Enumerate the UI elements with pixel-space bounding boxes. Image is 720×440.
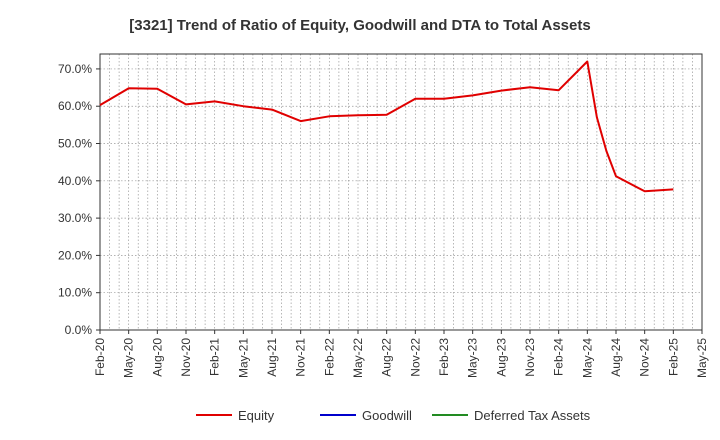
legend-label-goodwill: Goodwill (362, 408, 412, 423)
x-tick-label: Feb-25 (666, 338, 680, 376)
grid-layer (99, 54, 703, 331)
x-tick-label: Nov-21 (294, 338, 308, 377)
x-tick-label: Feb-23 (437, 338, 451, 376)
x-tick-label: Nov-23 (523, 338, 537, 377)
x-tick-label: May-23 (466, 338, 480, 378)
x-tick-label: Aug-24 (609, 338, 623, 377)
x-tick-label: Feb-22 (322, 338, 336, 376)
x-tick-label: May-25 (695, 338, 709, 378)
x-tick-label: Aug-20 (150, 338, 164, 377)
x-tick-label: Aug-23 (494, 338, 508, 377)
y-tick-label: 70.0% (58, 62, 92, 76)
y-tick-label: 0.0% (65, 323, 93, 337)
x-tick-label: May-21 (236, 338, 250, 378)
x-tick-label: May-22 (351, 338, 365, 378)
y-tick-label: 10.0% (58, 286, 92, 300)
x-tick-label: Feb-20 (93, 338, 107, 376)
x-tick-label: May-20 (122, 338, 136, 378)
y-tick-label: 20.0% (58, 248, 92, 262)
y-tick-label: 40.0% (58, 174, 92, 188)
x-tick-label: Aug-21 (265, 338, 279, 377)
x-tick-label: Nov-22 (408, 338, 422, 377)
y-tick-label: 60.0% (58, 99, 92, 113)
x-tick-label: Nov-24 (638, 338, 652, 377)
x-tick-label: Nov-20 (179, 338, 193, 377)
x-tick-label: Feb-24 (552, 338, 566, 376)
legend-label-deferred-tax-assets: Deferred Tax Assets (474, 408, 591, 423)
plot-area-frame (99, 53, 703, 331)
x-tick-label: Feb-21 (208, 338, 222, 376)
chart-title: [3321] Trend of Ratio of Equity, Goodwil… (129, 17, 590, 34)
x-tick-label: May-24 (580, 338, 594, 378)
series-line-equity (99, 60, 674, 193)
y-tick-label: 30.0% (58, 211, 92, 225)
series-layer (99, 60, 674, 193)
legend: Equity Goodwill Deferred Tax Assets (196, 408, 591, 423)
axis-layer: 0.0% 10.0% 20.0% 30.0% 40.0% 50.0% 60.0% 70.0% F… (58, 53, 709, 378)
y-tick-label: 50.0% (58, 137, 92, 151)
x-tick-label: Aug-22 (380, 338, 394, 377)
legend-label-equity: Equity (238, 408, 275, 423)
